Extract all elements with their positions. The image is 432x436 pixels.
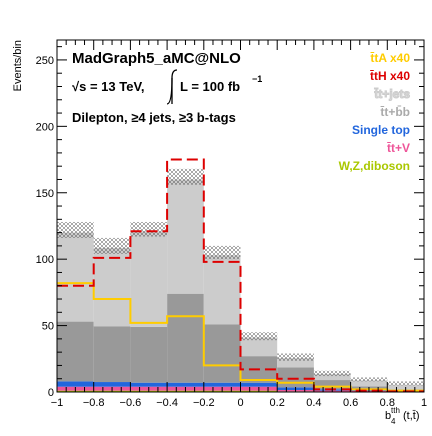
y-tick-label: 150 xyxy=(36,188,54,200)
stack-bar-3-4 xyxy=(203,324,241,383)
legend-entry: Single top xyxy=(352,123,410,137)
stack-bar-3-2 xyxy=(130,326,168,383)
integral-sign-tail xyxy=(166,77,173,105)
stack-bar-4-3 xyxy=(167,179,204,294)
stack-bar-3-0 xyxy=(57,321,94,382)
stack-bar-2-4 xyxy=(203,382,241,387)
lumi-unit-exponent: −1 xyxy=(252,74,262,84)
uncertainty-band-bin-0 xyxy=(57,221,94,238)
uncertainty-band-bin-7 xyxy=(313,370,351,377)
y-tick-label: 250 xyxy=(36,55,54,67)
lumi-annotation: L = 100 fb xyxy=(180,79,240,94)
stack-bar-2-5 xyxy=(240,382,278,387)
x-axis-label-main: b xyxy=(385,410,391,422)
legend-entry: t̄tA x40 xyxy=(370,51,410,65)
x-tick-label: −0.2 xyxy=(193,397,215,409)
stack-bar-4-4 xyxy=(203,255,241,325)
stack-bar-2-2 xyxy=(130,382,168,387)
x-tick-label: −1 xyxy=(51,397,64,409)
x-tick-label: 0.6 xyxy=(343,397,358,409)
y-tick-label: 200 xyxy=(36,121,54,133)
energy-annotation: √s = 13 TeV, xyxy=(72,79,145,94)
stack-bar-2-3 xyxy=(167,382,204,387)
stack-bar-4-2 xyxy=(130,231,168,327)
uncertainty-band-bin-2 xyxy=(130,221,168,237)
legend-entry: t̄tH x40 xyxy=(370,69,410,83)
stack-bar-4-0 xyxy=(57,232,94,322)
stack-bar-3-3 xyxy=(167,293,204,383)
stack-bar-3-7 xyxy=(313,380,351,390)
uncertainty-band-bin-5 xyxy=(240,332,278,341)
stack-bar-2-0 xyxy=(57,381,94,387)
selection-annotation: Dilepton, ≥4 jets, ≥3 b-tags xyxy=(72,110,236,125)
x-tick-label: 0.2 xyxy=(270,397,285,409)
x-tick-label: 0 xyxy=(237,397,243,409)
generator-annotation: MadGraph5_aMC@NLO xyxy=(72,50,241,67)
uncertainty-band-bin-1 xyxy=(93,237,131,254)
axes: −1 −0.8 −0.6 −0.4 −0.2 0 0.2 0.4 0.6 0.8 1 0 50 100 15… xyxy=(36,40,427,409)
uncertainty-band-bin-4 xyxy=(203,245,241,260)
y-tick-label: 50 xyxy=(42,321,54,333)
x-tick-label: −0.6 xyxy=(120,397,142,409)
legend-entry: W,Z,diboson xyxy=(339,159,410,173)
x-axis-label-sup: tth xyxy=(391,406,400,415)
legend-entry: t̄t+b̄b xyxy=(380,105,410,119)
y-tick-label: 0 xyxy=(48,387,54,399)
uncertainty-band-bin-6 xyxy=(277,353,314,361)
stack-bar-3-1 xyxy=(93,326,131,383)
uncertainty-band-bin-9 xyxy=(387,381,424,386)
stack-bar-4-1 xyxy=(93,247,131,327)
x-axis-label: b 4 tth (t,t̄) xyxy=(385,406,420,426)
stack-bar-3-6 xyxy=(277,367,314,388)
x-axis-label-sub: 4 xyxy=(391,417,396,426)
stack-bar-2-1 xyxy=(93,382,131,387)
x-tick-label: 0.4 xyxy=(306,397,321,409)
x-tick-label: −0.4 xyxy=(156,397,178,409)
y-tick-label: 100 xyxy=(36,254,54,266)
x-axis-label-tail: (t,t̄) xyxy=(403,410,420,422)
stack-bar-4-8 xyxy=(350,380,388,387)
x-tick-label: 0.8 xyxy=(380,397,395,409)
uncertainty-band xyxy=(57,168,424,386)
y-axis-label: Events/bin xyxy=(12,40,24,91)
stack-bar-4-5 xyxy=(240,337,278,357)
x-tick-label: −0.8 xyxy=(83,397,105,409)
stack-bar-4-6 xyxy=(277,358,314,368)
stack-bar-4-7 xyxy=(313,374,351,381)
legend: t̄tA x40 t̄tH x40 t̄t+jets t̄t+b̄b Single to… xyxy=(339,51,411,173)
uncertainty-band-bin-3 xyxy=(167,168,204,185)
legend-entry: t̄t+V xyxy=(387,141,410,155)
chart-text: Events/bin b 4 tth (t,t̄) MadGraph5_aMC@NLO √s… xyxy=(12,40,420,426)
x-tick-label: 1 xyxy=(421,397,427,409)
uncertainty-band-bin-8 xyxy=(350,377,388,382)
integral-sign xyxy=(171,69,178,104)
legend-entry: t̄t+jets xyxy=(374,87,410,101)
